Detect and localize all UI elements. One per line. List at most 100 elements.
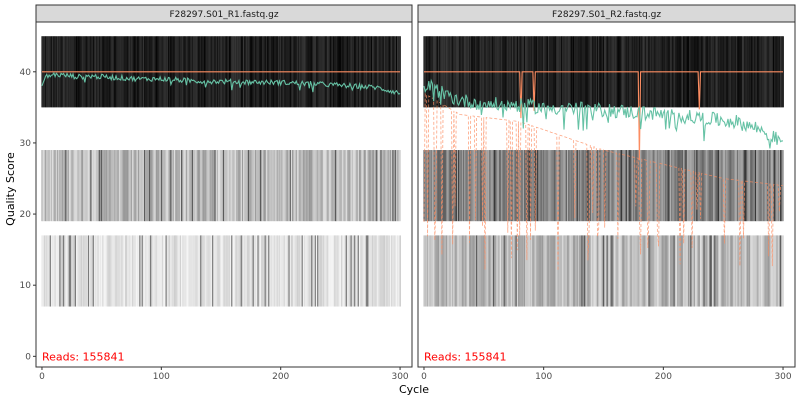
heatmap-cell xyxy=(276,150,279,222)
heatmap-cell xyxy=(611,150,613,222)
heatmap-cell xyxy=(730,235,733,307)
heatmap-cell xyxy=(567,235,569,307)
heatmap-cell xyxy=(485,150,488,222)
heatmap-cell xyxy=(707,235,709,307)
heatmap-cell xyxy=(647,235,649,307)
heatmap-cell xyxy=(581,235,583,307)
heatmap-cell xyxy=(281,150,283,222)
heatmap-cell xyxy=(746,235,749,307)
heatmap-cell xyxy=(327,150,330,222)
heatmap-cell xyxy=(109,235,111,307)
heatmap-cell xyxy=(134,235,136,307)
heatmap-cell xyxy=(244,235,246,307)
heatmap-cell xyxy=(478,235,480,307)
heatmap-cell xyxy=(736,150,739,222)
heatmap-cell xyxy=(344,150,347,222)
heatmap-cell xyxy=(619,235,622,307)
heatmap-cell xyxy=(244,150,246,222)
heatmap-cell xyxy=(665,235,667,307)
heatmap-cell xyxy=(269,235,271,307)
heatmap-cell xyxy=(221,150,224,222)
heatmap-cell xyxy=(232,235,234,307)
heatmap-cell xyxy=(323,235,325,307)
heatmap-cell xyxy=(214,235,216,307)
heatmap-cell xyxy=(295,235,298,307)
heatmap-cell xyxy=(284,150,287,222)
heatmap-cell xyxy=(556,150,558,222)
heatmap-cell xyxy=(533,36,535,108)
heatmap-cell xyxy=(112,235,115,307)
heatmap-cell xyxy=(175,235,177,307)
heatmap-cell xyxy=(467,235,470,307)
heatmap-cell xyxy=(122,235,125,307)
heatmap-cell xyxy=(213,150,215,222)
heatmap-cell xyxy=(541,150,544,222)
heatmap-cell xyxy=(547,235,550,307)
heatmap-cell xyxy=(424,150,427,222)
heatmap-cell xyxy=(752,150,755,222)
heatmap-cell xyxy=(678,235,680,307)
heatmap-cell xyxy=(222,235,225,307)
heatmap-cell xyxy=(136,150,139,222)
heatmap-cell xyxy=(249,235,251,307)
heatmap-cell xyxy=(638,150,641,222)
heatmap-cell xyxy=(336,235,338,307)
heatmap-cell xyxy=(441,235,443,307)
heatmap-cell xyxy=(200,150,202,222)
heatmap-cell xyxy=(188,235,190,307)
heatmap-cell xyxy=(505,235,508,307)
heatmap-cell xyxy=(268,150,270,222)
heatmap-cell xyxy=(319,235,321,307)
heatmap-cell xyxy=(147,150,150,222)
heatmap-cell xyxy=(750,150,752,222)
heatmap-cell xyxy=(450,235,453,307)
heatmap-cell xyxy=(449,150,452,222)
heatmap-cell xyxy=(337,150,339,222)
heatmap-cell xyxy=(48,150,51,222)
heatmap-cell xyxy=(605,235,607,307)
heatmap-cell xyxy=(442,150,445,222)
heatmap-cell xyxy=(473,150,476,222)
heatmap-cell xyxy=(584,235,587,307)
heatmap-cell xyxy=(599,150,601,222)
heatmap-cell xyxy=(635,235,637,307)
heatmap-cell xyxy=(146,235,148,307)
heatmap-cell xyxy=(569,150,571,222)
heatmap-cell xyxy=(425,150,428,222)
heatmap-cell xyxy=(605,150,607,222)
heatmap-cell xyxy=(425,235,428,307)
heatmap-cell xyxy=(499,235,502,307)
heatmap-cell xyxy=(80,235,83,307)
heatmap-cell xyxy=(247,150,250,222)
heatmap-cell xyxy=(636,150,638,222)
heatmap-cell xyxy=(148,235,151,307)
heatmap-cell xyxy=(327,235,330,307)
heatmap-cell xyxy=(389,150,392,222)
heatmap-cell xyxy=(622,235,624,307)
heatmap-cell xyxy=(782,235,784,307)
heatmap-cell xyxy=(742,150,745,222)
heatmap-cell xyxy=(606,235,608,307)
heatmap-cell xyxy=(550,150,552,222)
heatmap-cell xyxy=(354,150,356,222)
heatmap-cell xyxy=(380,150,382,222)
heatmap-cell xyxy=(460,235,462,307)
heatmap-cell xyxy=(299,150,301,222)
heatmap-cell xyxy=(557,235,559,307)
heatmap-cell xyxy=(343,235,345,307)
heatmap-cell xyxy=(392,150,394,222)
heatmap-cell xyxy=(206,150,208,222)
heatmap-cell xyxy=(697,235,699,307)
heatmap-cell xyxy=(300,150,302,222)
heatmap-cell xyxy=(458,235,460,307)
heatmap-cell xyxy=(557,150,559,222)
heatmap-cell xyxy=(58,235,60,307)
heatmap-cell xyxy=(545,150,547,222)
heatmap-cell xyxy=(545,235,547,307)
heatmap-cell xyxy=(355,150,357,222)
heatmap-cell xyxy=(683,235,685,307)
heatmap-cell xyxy=(461,235,464,307)
heatmap-cell xyxy=(443,150,446,222)
heatmap-cell xyxy=(704,235,707,307)
heatmap-cell xyxy=(212,150,214,222)
